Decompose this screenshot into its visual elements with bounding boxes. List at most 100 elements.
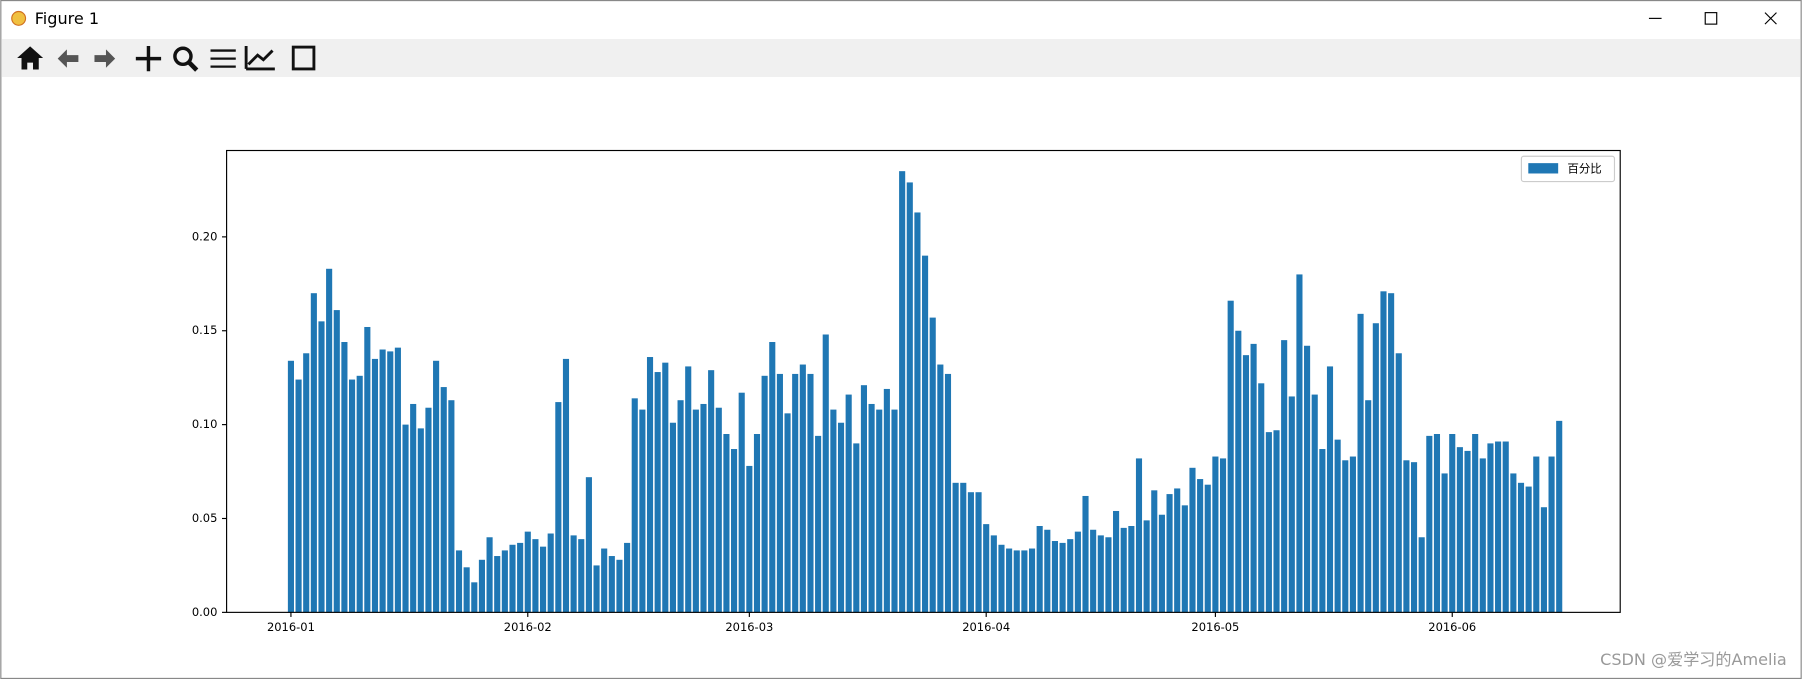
bar <box>601 548 608 613</box>
bar <box>700 403 707 613</box>
bar <box>348 379 356 613</box>
bar <box>1097 535 1104 613</box>
bar <box>1334 439 1341 613</box>
bar <box>1349 456 1356 613</box>
bar <box>379 349 386 613</box>
bar <box>792 373 799 613</box>
bar <box>433 360 440 613</box>
bar <box>639 409 646 613</box>
x-tick-label: 2016-03 <box>725 620 773 634</box>
bar <box>1158 514 1165 613</box>
bar <box>998 544 1005 613</box>
bar <box>1525 486 1532 613</box>
bar <box>1258 383 1265 613</box>
bar <box>1502 441 1509 613</box>
bar <box>1388 293 1395 613</box>
bar <box>1189 467 1196 613</box>
y-tick-label: 0.00 <box>192 605 218 619</box>
bar <box>1456 447 1463 613</box>
pan-button[interactable] <box>135 45 162 72</box>
bar <box>1166 494 1173 613</box>
plot-frame <box>226 149 1621 613</box>
bar <box>784 413 791 613</box>
bar <box>723 434 730 613</box>
bar <box>1342 460 1349 613</box>
bar <box>1059 542 1066 613</box>
bar <box>967 492 974 613</box>
configure-button[interactable] <box>210 49 236 68</box>
bar <box>677 400 684 613</box>
bar <box>860 385 868 613</box>
bar <box>1311 394 1318 613</box>
edit-axis-button[interactable] <box>244 45 275 71</box>
bar <box>287 360 294 613</box>
bar <box>669 422 676 613</box>
x-tick-label: 2016-04 <box>962 620 1010 634</box>
bar <box>1464 450 1471 613</box>
bar <box>990 535 997 613</box>
save-button[interactable] <box>291 45 316 71</box>
bar <box>1044 529 1051 613</box>
bar <box>1403 460 1410 613</box>
bar <box>1548 456 1555 613</box>
bar <box>1487 443 1494 613</box>
bar <box>815 435 822 613</box>
bar <box>822 334 829 613</box>
x-tick-label: 2016-02 <box>504 620 552 634</box>
bar <box>1433 434 1441 613</box>
bar <box>1151 490 1158 613</box>
bar <box>807 373 814 613</box>
bar <box>1365 400 1372 613</box>
bar <box>624 542 631 613</box>
bar <box>746 465 753 613</box>
x-tick-label: 2016-06 <box>1428 620 1476 634</box>
bar <box>1533 456 1540 613</box>
legend-swatch <box>1528 163 1559 174</box>
bar <box>1105 537 1112 613</box>
bar <box>303 353 310 613</box>
bar <box>1021 550 1028 613</box>
bar <box>1479 458 1486 613</box>
close-button[interactable] <box>1764 12 1777 25</box>
toolbar-icons <box>17 45 316 72</box>
bar <box>1288 396 1295 613</box>
bar <box>1510 473 1517 613</box>
bar <box>922 255 929 613</box>
x-tick-label: 2016-05 <box>1191 620 1239 634</box>
bar <box>654 372 661 613</box>
home-button[interactable] <box>17 46 44 70</box>
bar <box>1281 340 1288 613</box>
bar <box>501 550 508 613</box>
bar <box>845 394 852 613</box>
legend-box <box>1520 155 1616 183</box>
bar <box>1135 458 1143 613</box>
bar <box>1495 441 1502 613</box>
bar <box>1174 488 1181 613</box>
forward-button[interactable] <box>94 49 116 68</box>
bar <box>455 550 463 613</box>
bar <box>769 342 776 613</box>
bar <box>1197 479 1204 613</box>
back-button[interactable] <box>57 49 79 68</box>
bar <box>517 542 524 613</box>
bar <box>1036 526 1043 613</box>
bar <box>509 544 516 613</box>
bar <box>295 379 302 613</box>
bar <box>876 409 883 613</box>
bar <box>333 310 340 613</box>
bar <box>830 409 837 613</box>
bar <box>799 364 806 613</box>
bar <box>883 388 890 613</box>
bar <box>1212 456 1219 613</box>
y-tick-label: 0.15 <box>192 323 218 337</box>
bar <box>983 524 990 613</box>
bar <box>562 358 570 613</box>
legend: 百分比 <box>1520 155 1616 183</box>
maximize-button[interactable] <box>1704 12 1718 25</box>
bar <box>1319 449 1326 613</box>
y-tick-label: 0.05 <box>192 511 218 525</box>
bar <box>1120 527 1127 613</box>
bar <box>471 582 478 613</box>
bar <box>929 317 936 613</box>
zoom-button[interactable] <box>173 46 193 67</box>
